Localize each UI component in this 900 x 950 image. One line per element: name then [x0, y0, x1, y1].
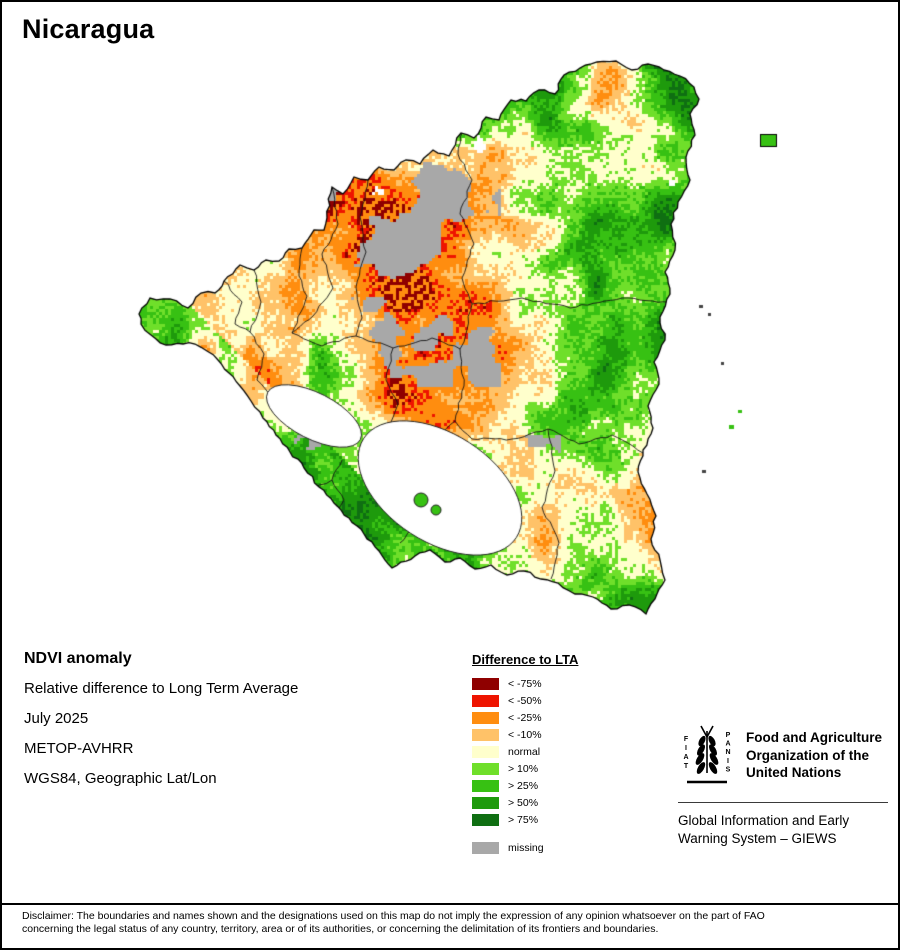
legend-swatch	[472, 711, 499, 724]
legend-swatch	[472, 745, 499, 758]
legend-item: > 50%	[472, 794, 642, 811]
disclaimer: Disclaimer: The boundaries and names sho…	[2, 903, 898, 936]
legend-swatch	[472, 796, 499, 809]
legend-label: normal	[508, 745, 541, 758]
fao-org-name: Food and Agriculture Organization of the…	[746, 724, 882, 782]
legend-label: < -25%	[508, 711, 542, 724]
legend-swatch	[472, 841, 499, 854]
page-title: Nicaragua	[22, 14, 155, 44]
legend-item: normal	[472, 743, 642, 760]
giews-caption: Global Information and Early Warning Sys…	[678, 812, 888, 848]
fao-org-line: Food and Agriculture	[746, 730, 882, 745]
fao-org-line: United Nations	[746, 765, 842, 780]
legend-swatch	[472, 813, 499, 826]
disclaimer-line: concerning the legal status of any count…	[22, 923, 659, 935]
legend-item: > 25%	[472, 777, 642, 794]
legend-item: > 75%	[472, 811, 642, 828]
fao-org-line: Organization of the	[746, 747, 869, 763]
legend-item-missing: missing	[472, 839, 642, 856]
legend-swatch	[472, 694, 499, 707]
info-subtitle: Relative difference to Long Term Average	[24, 680, 299, 697]
legend: Difference to LTA < -75% < -50% < -25% <…	[472, 652, 642, 856]
legend-label: > 25%	[508, 779, 539, 792]
info-period: July 2025	[24, 710, 89, 727]
legend-label: < -50%	[508, 694, 542, 707]
legend-label: > 10%	[508, 762, 539, 775]
legend-swatch	[472, 762, 499, 775]
legend-label: < -10%	[508, 728, 542, 741]
legend-item: < -75%	[472, 675, 642, 692]
info-sensor: METOP-AVHRR	[24, 740, 134, 757]
giews-line: Global Information and Early	[678, 813, 850, 828]
legend-label: missing	[508, 841, 544, 854]
info-projection: WGS84, Geographic Lat/Lon	[24, 770, 217, 787]
legend-item: < -25%	[472, 709, 642, 726]
legend-item: < -50%	[472, 692, 642, 709]
legend-item: > 10%	[472, 760, 642, 777]
info-heading: NDVI anomaly	[24, 650, 132, 667]
nicaragua-ndvi-map	[2, 2, 898, 662]
giews-line: Warning System – GIEWS	[678, 831, 837, 846]
legend-swatch	[472, 779, 499, 792]
fao-divider	[678, 802, 888, 803]
legend-label: < -75%	[508, 677, 542, 690]
disclaimer-line: Disclaimer: The boundaries and names sho…	[22, 910, 765, 922]
legend-title: Difference to LTA	[472, 652, 579, 667]
legend-label: > 50%	[508, 796, 539, 809]
legend-label: > 75%	[508, 813, 539, 826]
legend-item: < -10%	[472, 726, 642, 743]
legend-swatch	[472, 728, 499, 741]
legend-swatch	[472, 677, 499, 690]
map-info-block: NDVI anomaly Relative difference to Long…	[24, 650, 298, 800]
